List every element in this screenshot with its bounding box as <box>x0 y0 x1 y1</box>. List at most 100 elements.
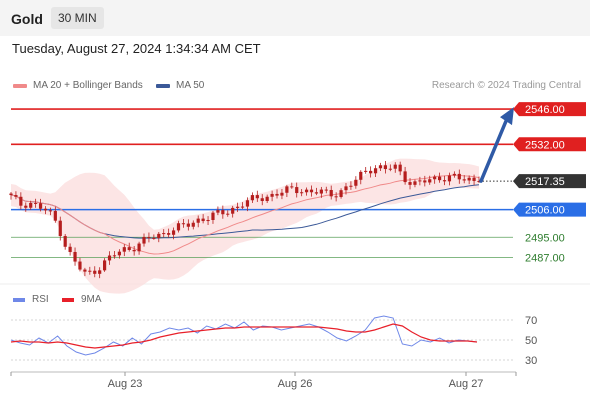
candle-body <box>34 202 38 204</box>
candle-body <box>270 193 274 197</box>
research-credit: Research © 2024 Trading Central <box>431 80 581 91</box>
candle-body <box>383 165 387 170</box>
candle-body <box>433 176 437 180</box>
candle-body <box>240 206 245 208</box>
legend-label: MA 20 + Bollinger Bands <box>33 80 143 91</box>
candle-body <box>260 198 264 202</box>
candle-body <box>300 192 304 194</box>
candle-body <box>14 195 18 197</box>
chart-datetime: Tuesday, August 27, 2024 1:34:34 AM CET <box>12 41 261 56</box>
candle-body <box>78 261 82 270</box>
candle-body <box>63 236 67 247</box>
candle-body <box>211 212 215 220</box>
candle-body <box>24 205 28 208</box>
candle-body <box>132 249 136 252</box>
legend-swatch <box>13 297 25 302</box>
candle-body <box>408 182 412 185</box>
candle-body <box>403 171 407 183</box>
legend-ma20: MA 20 + Bollinger Bands <box>13 80 143 91</box>
candle-body <box>167 233 171 235</box>
candle-body <box>452 173 456 176</box>
candle-body <box>467 177 471 181</box>
timeframe-badge[interactable]: 30 MIN <box>51 7 104 29</box>
time-tick-label: Aug 27 <box>449 378 484 390</box>
rsi-tick-label: 50 <box>525 335 537 347</box>
candle-body <box>38 203 43 209</box>
candle-body <box>304 189 309 193</box>
candle-body <box>290 186 294 188</box>
level-tag-label: 2532.00 <box>525 139 565 151</box>
legend-label: 9MA <box>81 294 102 305</box>
candle-body <box>369 170 373 174</box>
candle-body <box>142 237 146 244</box>
candle-body <box>43 208 48 211</box>
ma20-line <box>10 174 480 255</box>
level-tag <box>513 202 586 217</box>
level-tag <box>513 102 586 117</box>
candle-body <box>349 185 353 187</box>
candle-body <box>329 189 333 197</box>
candle-body <box>201 218 205 222</box>
candle-body <box>398 164 402 172</box>
candle-body <box>457 173 461 180</box>
candle-body <box>137 243 141 252</box>
candle-body <box>373 168 378 174</box>
candle-body <box>472 177 476 181</box>
candle-body <box>117 251 121 256</box>
candle-body <box>418 180 422 182</box>
legend-label: RSI <box>32 294 49 305</box>
candle-body <box>88 270 92 272</box>
candle-body <box>186 223 190 227</box>
candle-body <box>236 206 240 208</box>
rsi-9ma-line <box>10 323 478 349</box>
candles <box>9 161 481 279</box>
candle-body <box>462 179 466 181</box>
legend-ma50: MA 50 <box>156 80 204 91</box>
level-tag <box>513 174 586 189</box>
level-tag <box>513 137 586 152</box>
projection-arrow-shaft <box>479 119 508 183</box>
candle-body <box>437 176 442 181</box>
candle-body <box>255 195 259 199</box>
candle-body <box>285 186 289 193</box>
legend-rsi: RSI <box>13 294 49 305</box>
candle-body <box>19 196 23 206</box>
candle-body <box>68 246 72 252</box>
candle-body <box>216 210 220 213</box>
candle-body <box>280 192 284 196</box>
legend-swatch <box>13 83 27 88</box>
candle-body <box>309 189 314 193</box>
candle-body <box>73 251 77 262</box>
candle-body <box>181 223 186 225</box>
candle-body <box>428 179 432 183</box>
legend-9ma: 9MA <box>62 294 102 305</box>
level-label: 2495.00 <box>525 232 565 244</box>
candle-body <box>157 233 161 238</box>
candle-body <box>378 165 383 169</box>
candle-body <box>393 164 397 169</box>
candle-body <box>334 196 338 198</box>
level-tag-label: 2546.00 <box>525 104 565 116</box>
asset-name: Gold <box>11 11 43 27</box>
candle-body <box>221 210 225 215</box>
candle-body <box>423 180 427 183</box>
candle-body <box>176 223 181 231</box>
candle-body <box>48 210 53 212</box>
candle-body <box>245 200 250 207</box>
candle-body <box>191 222 195 227</box>
candle-body <box>122 247 126 252</box>
candle-body <box>112 255 117 257</box>
candle-body <box>231 207 235 214</box>
time-tick-label: Aug 26 <box>278 378 313 390</box>
candle-body <box>162 233 166 235</box>
candle-body <box>442 180 447 182</box>
candle-body <box>364 170 368 172</box>
candle-body <box>107 255 112 261</box>
candle-body <box>103 260 107 271</box>
candle-body <box>53 210 57 221</box>
candle-body <box>226 213 230 215</box>
candle-body <box>127 247 131 250</box>
candle-body <box>196 218 200 223</box>
candle-body <box>206 219 210 222</box>
